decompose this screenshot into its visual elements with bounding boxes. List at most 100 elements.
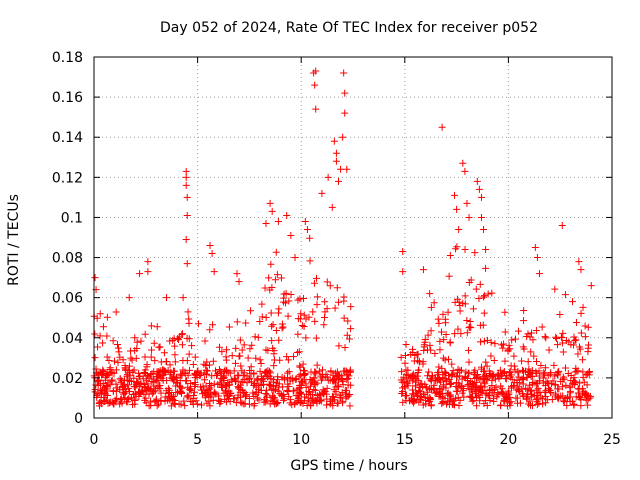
axis-ticks: 0 5 10 15 20 25 0 0.02 0.04 0.06 0.08 0.1 0.12 0.14 0.… <box>52 50 621 448</box>
roti-point <box>120 382 128 390</box>
roti-point <box>515 387 523 395</box>
roti-point <box>94 343 102 351</box>
roti-peak-point <box>334 177 342 185</box>
roti-point <box>550 361 558 369</box>
roti-peak-point <box>136 270 144 278</box>
roti-point <box>562 381 570 389</box>
roti-point <box>399 387 407 395</box>
roti-point <box>217 397 225 405</box>
roti-point <box>527 348 535 356</box>
roti-peak-point <box>125 294 133 302</box>
roti-peak-point <box>463 199 471 207</box>
roti-point <box>294 330 302 338</box>
roti-point <box>279 323 287 331</box>
roti-point <box>157 358 165 366</box>
roti-point <box>466 380 474 388</box>
roti-point <box>202 362 210 370</box>
roti-point <box>128 377 136 385</box>
roti-point <box>402 340 410 348</box>
roti-point <box>221 395 229 403</box>
roti-point <box>156 343 164 351</box>
roti-point <box>197 386 205 394</box>
roti-point <box>416 383 424 391</box>
roti-peak-point <box>330 137 338 145</box>
roti-point <box>453 295 461 303</box>
roti-point <box>323 384 331 392</box>
roti-point <box>542 378 550 386</box>
roti-point <box>261 284 269 292</box>
roti-point <box>436 346 444 354</box>
roti-point <box>115 348 123 356</box>
roti-point <box>584 401 592 409</box>
roti-point <box>427 303 435 311</box>
roti-point <box>270 386 278 394</box>
roti-point <box>411 382 419 390</box>
roti-point <box>584 341 592 349</box>
roti-point <box>282 299 290 307</box>
roti-point <box>339 397 347 405</box>
roti-point <box>216 380 224 388</box>
roti-point <box>183 377 191 385</box>
roti-point <box>313 361 321 369</box>
roti-point <box>490 397 498 405</box>
roti-point <box>399 398 407 406</box>
roti-point <box>306 234 314 242</box>
roti-point <box>141 396 149 404</box>
roti-point <box>556 310 564 318</box>
roti-point <box>156 372 164 380</box>
roti-point <box>485 391 493 399</box>
roti-point <box>306 257 314 265</box>
roti-point <box>577 402 585 410</box>
roti-point <box>308 390 316 398</box>
roti-point <box>228 376 236 384</box>
roti-point <box>471 249 479 257</box>
roti-point <box>456 396 464 404</box>
roti-point <box>440 336 448 344</box>
roti-point <box>268 322 276 330</box>
y-tick-label: 0.02 <box>52 371 83 387</box>
roti-point <box>262 390 270 398</box>
roti-point <box>432 389 440 397</box>
roti-point <box>442 369 450 377</box>
roti-point <box>526 386 534 394</box>
roti-point <box>408 386 416 394</box>
roti-point <box>248 341 256 349</box>
roti-point <box>519 366 527 374</box>
roti-point <box>226 397 234 405</box>
x-tick-label: 20 <box>499 432 517 448</box>
roti-point <box>453 387 461 395</box>
roti-peak-point <box>182 236 190 244</box>
roti-point <box>238 367 246 375</box>
roti-point <box>272 248 280 256</box>
roti-point <box>583 391 591 399</box>
roti-point <box>333 399 341 407</box>
roti-point <box>133 338 141 346</box>
roti-point <box>113 340 121 348</box>
roti-point <box>334 383 342 391</box>
roti-point <box>127 394 135 402</box>
roti-point <box>223 367 231 375</box>
roti-point <box>133 345 141 353</box>
roti-point <box>91 330 99 338</box>
roti-point <box>155 400 163 408</box>
roti-point <box>255 396 263 404</box>
roti-point <box>475 386 483 394</box>
roti-point <box>116 353 124 361</box>
roti-point <box>178 330 186 338</box>
roti-point <box>270 347 278 355</box>
roti-point <box>256 356 264 364</box>
roti-point <box>285 393 293 401</box>
roti-point <box>482 358 490 366</box>
roti-peak-point <box>339 133 347 141</box>
roti-point <box>513 394 521 402</box>
roti-point <box>535 399 543 407</box>
roti-point <box>146 385 154 393</box>
roti-point <box>519 343 527 351</box>
roti-point <box>168 391 176 399</box>
roti-point <box>251 333 259 341</box>
roti-point <box>126 369 134 377</box>
roti-point <box>480 309 488 317</box>
roti-point <box>343 368 351 376</box>
roti-point <box>140 390 148 398</box>
